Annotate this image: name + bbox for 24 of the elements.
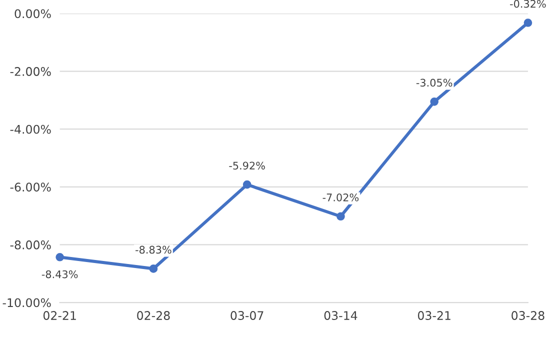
point (430, 97, 439, 106)
x-tick-label: 02-28 (137, 311, 170, 320)
data-label: -8.43% (42, 270, 78, 278)
x-tick-label: 03-28 (512, 311, 544, 320)
y-tick-label: -10.00% (2, 298, 51, 308)
x-tick-label: 03-07 (230, 311, 264, 320)
data-label: -0.32% (510, 0, 546, 8)
data-label: -7.02% (322, 193, 359, 202)
y-tick-label: 0.00% (14, 9, 51, 18)
data-label: -3.05% (416, 78, 452, 87)
point (242, 180, 252, 189)
data-label: -8.83% (136, 246, 172, 254)
x-tick-label: 03-21 (418, 311, 450, 320)
point (524, 18, 532, 27)
data-label: -5.92% (229, 162, 265, 170)
x-tick-label: 02-21 (43, 311, 76, 320)
y-tick-label: -2.00% (10, 67, 51, 76)
y-tick-label: -6.00% (10, 182, 51, 192)
y-tick-label: -8.00% (10, 240, 51, 250)
x-tick-label: 03-14 (324, 311, 358, 320)
y-tick-label: -4.00% (10, 124, 51, 134)
point (149, 264, 158, 273)
point (56, 252, 64, 262)
point (336, 212, 345, 221)
